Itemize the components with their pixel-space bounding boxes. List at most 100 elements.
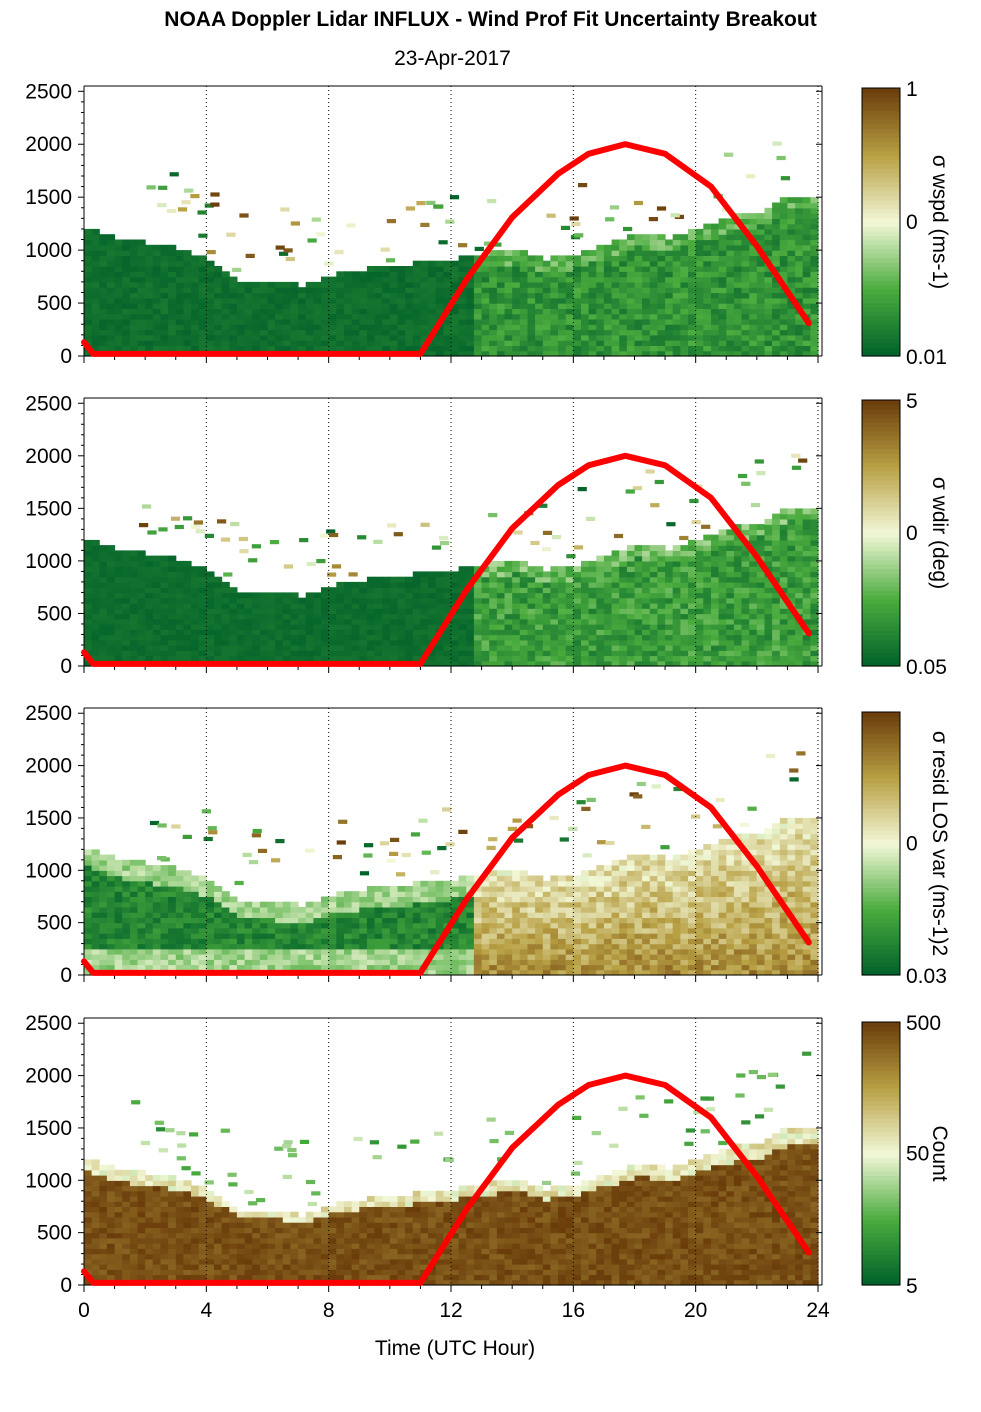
heatmap-cell — [596, 608, 605, 615]
heatmap-cell — [749, 292, 758, 299]
heatmap-cell — [512, 560, 521, 567]
heatmap-cell — [634, 318, 643, 325]
heatmap-cell — [282, 324, 291, 331]
heatmap-cell — [321, 281, 330, 288]
heatmap-cell — [519, 297, 528, 304]
heatmap-cell — [145, 896, 154, 903]
heatmap-cell — [649, 260, 658, 267]
heatmap-cell — [435, 602, 444, 609]
heatmap-cell — [695, 250, 704, 256]
heatmap-cell — [741, 529, 750, 536]
heatmap-cell — [114, 271, 123, 278]
colorbar-label: σ wspd (ms-1) — [928, 155, 951, 289]
heatmap-cell — [359, 624, 368, 630]
heatmap-cell — [351, 639, 360, 646]
heatmap-cell — [530, 540, 540, 546]
heatmap-cell — [359, 948, 368, 955]
heatmap-cell — [152, 576, 161, 583]
heatmap-cell — [344, 340, 353, 346]
heatmap-cell — [573, 592, 582, 599]
heatmap-cell — [772, 266, 781, 272]
heatmap-cell — [581, 629, 590, 636]
heatmap-cell — [535, 581, 544, 588]
heatmap-cell — [749, 660, 758, 667]
heatmap-cell — [458, 292, 467, 299]
heatmap-cell — [596, 345, 605, 352]
heatmap-cell — [695, 303, 704, 309]
heatmap-cell — [688, 571, 697, 578]
heatmap-cell — [772, 260, 781, 267]
heatmap-cell — [106, 865, 116, 871]
heatmap-cell — [84, 276, 93, 283]
colorbar-tick-label: 0 — [906, 522, 918, 545]
heatmap-cell — [382, 613, 391, 620]
heatmap-cell — [214, 592, 223, 599]
heatmap-cell — [542, 340, 551, 346]
heatmap-cell — [387, 523, 397, 528]
heatmap-cell — [145, 587, 154, 594]
heatmap-cell — [779, 313, 788, 320]
heatmap-cell — [649, 629, 658, 636]
heatmap-cell — [779, 239, 788, 246]
heatmap-cell — [236, 624, 246, 630]
heatmap-cell — [504, 608, 513, 615]
heatmap-cell — [267, 906, 276, 913]
heatmap-cell — [420, 634, 429, 641]
heatmap-cell — [129, 943, 139, 950]
heatmap-cell — [389, 629, 398, 636]
heatmap-cells — [84, 141, 819, 357]
heatmap-cell — [672, 618, 681, 625]
heatmap-cell — [152, 324, 161, 331]
heatmap-cell — [152, 618, 161, 625]
heatmap-cell — [366, 287, 376, 294]
heatmap-cell — [512, 303, 521, 309]
heatmap-cell — [412, 313, 421, 320]
heatmap-cell — [290, 634, 299, 641]
heatmap-cell — [764, 587, 773, 594]
heatmap-cell — [680, 266, 689, 272]
heatmap-cell — [588, 650, 597, 657]
heatmap-cell — [244, 943, 253, 950]
heatmap-cell — [473, 650, 483, 657]
heatmap-cell — [611, 266, 620, 272]
heatmap-cell — [183, 345, 192, 352]
heatmap-cell — [626, 345, 636, 352]
heatmap-cell — [733, 324, 743, 331]
heatmap-cell — [779, 608, 788, 615]
chart-title: NOAA Doppler Lidar INFLUX - Wind Prof Fi… — [164, 8, 817, 31]
colorbar-segment — [862, 564, 900, 569]
heatmap-cell — [275, 597, 284, 604]
heatmap-cell — [504, 581, 513, 588]
heatmap-cell — [726, 534, 735, 541]
heatmap-cell — [99, 250, 108, 256]
heatmap-cell — [206, 922, 215, 929]
heatmap-cell — [336, 912, 345, 918]
heatmap-cell — [451, 318, 460, 325]
heatmap-cell — [259, 629, 269, 636]
heatmap-cell — [611, 571, 620, 578]
heatmap-cell — [152, 655, 161, 662]
heatmap-cell — [313, 645, 322, 651]
heatmap-cell — [519, 581, 528, 588]
heatmap-cell — [603, 276, 613, 283]
heatmap-cell — [726, 334, 735, 341]
sun-elevation-line — [81, 452, 812, 667]
heatmap-cell — [588, 350, 597, 357]
heatmap-cell — [642, 276, 651, 283]
heatmap-cell — [305, 613, 314, 620]
heatmap-cell — [565, 629, 574, 636]
heatmap-cell — [504, 560, 513, 567]
heatmap-cell — [657, 576, 666, 583]
heatmap-cell — [611, 618, 620, 625]
heatmap-cell — [252, 329, 261, 336]
heatmap-cell — [114, 266, 123, 272]
heatmap-cell — [397, 297, 406, 304]
heatmap-cell — [313, 922, 322, 929]
heatmap-cell — [91, 571, 100, 578]
heatmap-cell — [688, 660, 697, 667]
heatmap-cell — [443, 639, 452, 646]
heatmap-cell — [634, 303, 643, 309]
heatmap-cell — [198, 645, 207, 651]
heatmap-cell — [512, 587, 521, 594]
heatmap-cell — [214, 906, 223, 913]
